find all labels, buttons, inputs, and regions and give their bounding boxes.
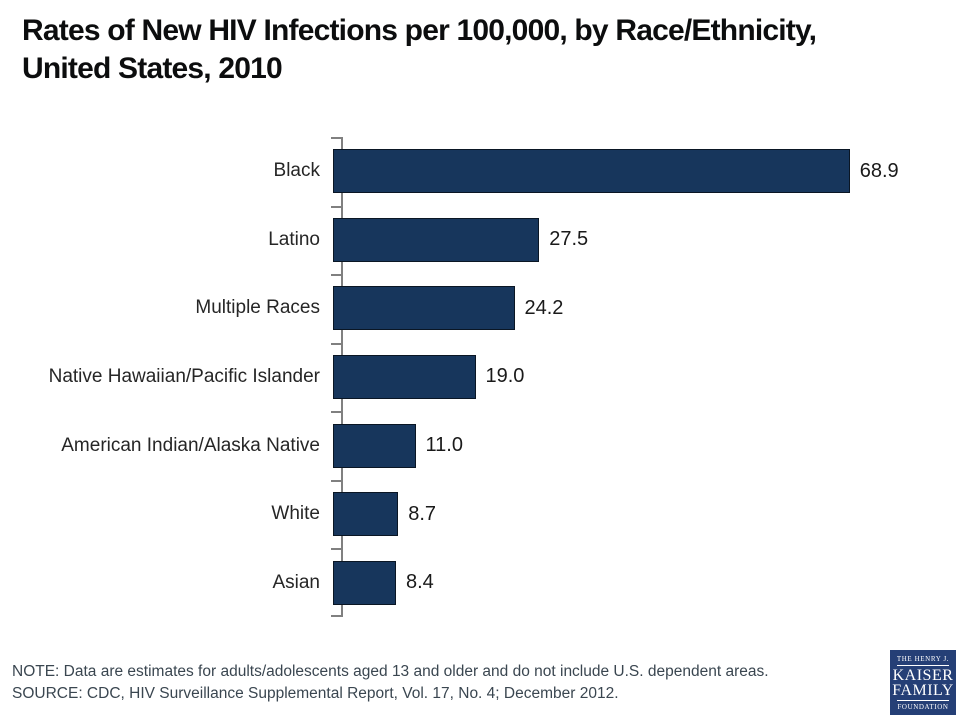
chart-title-line2: United States, 2010 [22,52,283,85]
axis-tick [331,343,341,345]
value-label: 8.4 [406,571,434,594]
chart-row: Asian 8.4 [0,548,960,617]
source-text: SOURCE: CDC, HIV Surveillance Supplement… [12,685,619,702]
chart-row: American Indian/Alaska Native 11.0 [0,411,960,480]
plot-area: 24.2 [331,274,960,343]
category-label: Latino [268,228,320,250]
logo-divider-top [897,664,949,666]
axis-tick [331,480,341,482]
plot-area: 8.7 [331,480,960,549]
axis-tick [331,137,341,139]
category-label: Native Hawaiian/Pacific Islander [48,365,320,387]
logo-line-family: FAMILY [892,681,954,699]
category-label: Multiple Races [195,297,320,319]
plot-area: 11.0 [331,411,960,480]
axis-tick [331,548,341,550]
bar [333,354,476,399]
logo-line-kaiser: KAISER [892,666,954,684]
bar [333,423,416,468]
bar [333,286,515,331]
axis-tick [331,615,341,617]
logo-line-henry-j: THE HENRY J. [896,654,950,663]
chart-title-line1: Rates of New HIV Infections per 100,000,… [22,14,817,47]
category-label: Black [273,160,320,182]
axis-tick [331,411,341,413]
value-label: 68.9 [859,159,899,182]
value-label: 24.2 [524,296,564,319]
footnote: NOTE: Data are estimates for adults/adol… [12,661,872,705]
value-label: 27.5 [549,228,589,251]
plot-area: 68.9 [331,137,960,206]
kaiser-family-foundation-logo: THE HENRY J. KAISER FAMILY FOUNDATION [890,650,956,715]
chart-row: Multiple Races 24.2 [0,274,960,343]
bar-chart: Black 68.9 Latino 27.5 Multiple Races 24.2 Nat… [0,137,960,617]
chart-row: Black 68.9 [0,137,960,206]
chart-title: Rates of New HIV Infections per 100,000,… [22,12,942,88]
plot-area: 8.4 [331,548,960,617]
bar [333,560,396,605]
category-label: White [271,503,320,525]
plot-area: 19.0 [331,343,960,412]
bar [333,217,540,262]
axis-tick [331,206,341,208]
note-text: NOTE: Data are estimates for adults/adol… [12,663,769,680]
category-label: American Indian/Alaska Native [61,434,320,456]
chart-row: Latino 27.5 [0,206,960,275]
value-label: 11.0 [425,434,463,457]
value-label: 8.7 [408,502,437,525]
logo-line-foundation: FOUNDATION [897,702,949,711]
bar [333,492,399,537]
axis-tick [331,274,341,276]
value-label: 19.0 [485,365,525,388]
plot-area: 27.5 [331,206,960,275]
chart-row: White 8.7 [0,480,960,549]
logo-divider-bottom [897,699,949,701]
category-label: Asian [272,571,320,593]
chart-row: Native Hawaiian/Pacific Islander 19.0 [0,343,960,412]
bar [333,149,850,194]
